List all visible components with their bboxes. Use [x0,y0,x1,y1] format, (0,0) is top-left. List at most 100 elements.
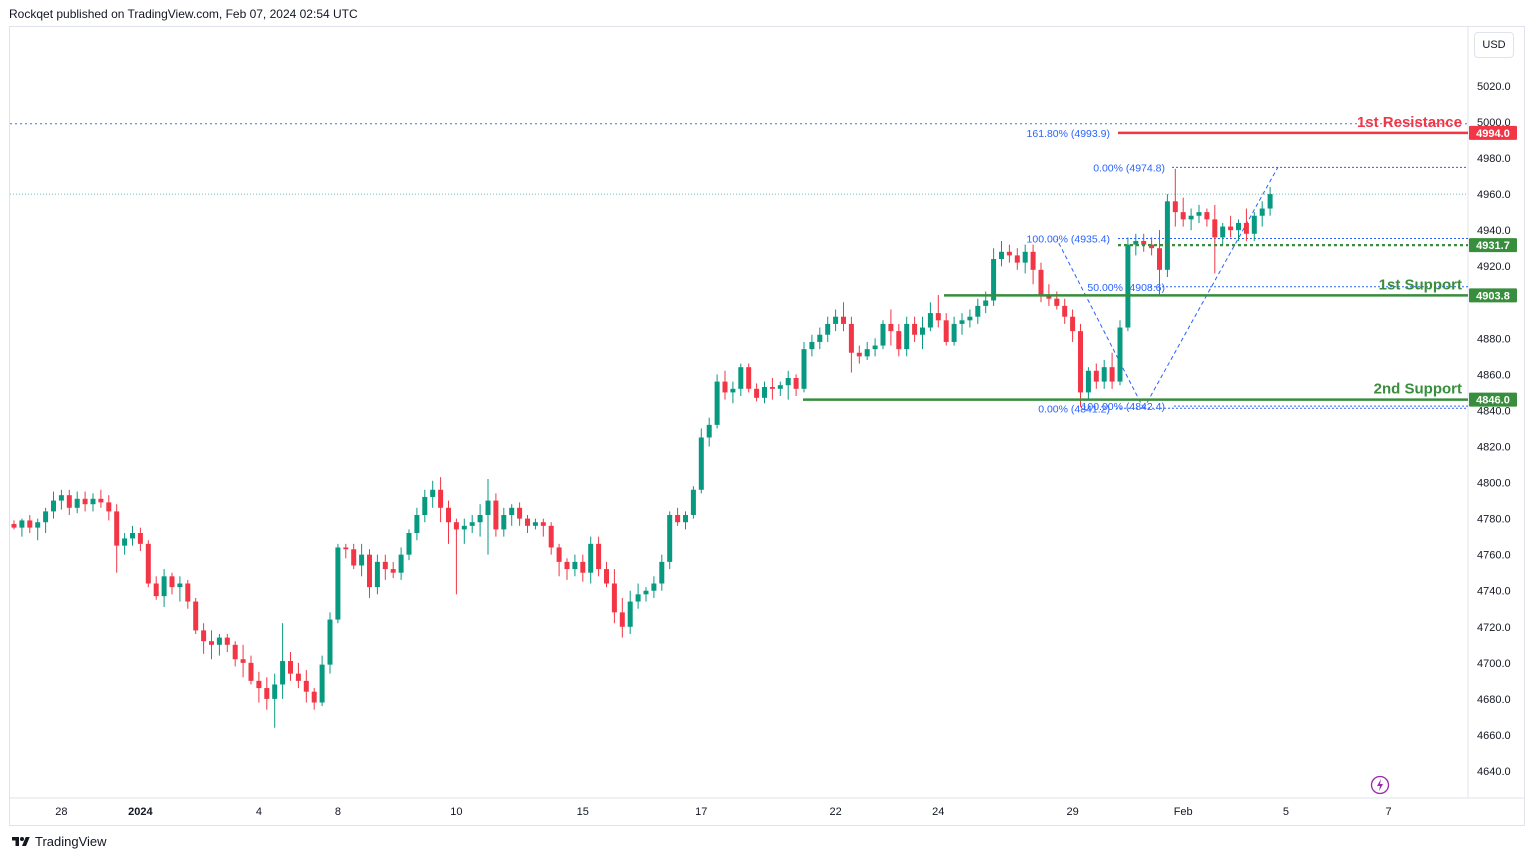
candle-body [675,515,681,523]
candle-body [122,538,128,546]
candle-body [469,522,475,526]
y-tick-label: 4940.0 [1477,225,1511,237]
candle-body [904,323,910,350]
candle-body [920,327,925,335]
x-tick-label: 10 [450,806,462,818]
candle-body [927,313,933,328]
candle-body [19,520,25,528]
candle-body [762,387,767,398]
candle-body [1046,295,1052,299]
candle-body [1149,244,1155,249]
x-tick-label: Feb [1174,806,1193,818]
brand-footer[interactable]: TradingView [12,834,107,849]
candle-body [185,583,191,602]
candle-body [777,385,783,389]
candle-body [295,673,301,681]
resistance-label: 1st Resistance [1357,114,1462,131]
lightning-icon[interactable] [1370,775,1390,795]
candle-body [588,543,594,573]
candle-body [517,507,523,519]
support-label: 2nd Support [1374,381,1462,398]
candle-body [1085,370,1091,393]
price-badge-text: 4994.0 [1476,128,1510,140]
candle-body [1054,298,1060,306]
x-tick-label: 15 [577,806,589,818]
price-badge [1469,238,1517,253]
publisher-caption: Rockqet published on TradingView.com, Fe… [9,7,358,21]
candle-body [1157,248,1162,270]
candle-body [169,576,175,588]
candle-body [991,259,997,301]
candle-body [27,520,33,528]
candle-body [224,637,230,645]
candle-body [193,601,199,631]
candle-body [667,515,673,562]
y-tick-label: 4680.0 [1477,694,1511,706]
candle-body [627,601,633,627]
candle-body [706,424,712,438]
candle-body [635,594,641,602]
candle-body [888,323,894,332]
candle-body [1078,331,1083,393]
brand-name: TradingView [35,834,107,849]
candle-body [738,367,744,389]
x-tick-label: 5 [1283,806,1289,818]
candle-body [864,349,870,357]
candle-body [51,500,56,512]
candle-body [1259,208,1265,216]
candle-body [367,554,372,588]
candle-body [848,323,854,353]
candle-body [201,630,207,642]
candle-body [114,511,120,546]
candle-body [769,387,775,389]
candle-body [651,583,657,591]
chart-area[interactable] [9,26,1525,826]
candle-body [74,498,80,508]
y-tick-label: 4640.0 [1477,766,1511,778]
y-tick-label: 4700.0 [1477,658,1511,670]
candle-body [240,659,246,663]
candle-body [1125,244,1131,328]
y-tick-label: 4760.0 [1477,550,1511,562]
candle-body [98,498,104,503]
y-tick-label: 4740.0 [1477,586,1511,598]
fib-label: 100.00% (4842.4) [1082,401,1165,413]
candle-body [975,305,981,317]
candle-body [209,641,214,645]
candle-body [382,561,388,570]
candle-body [1038,269,1044,296]
candle-body [1172,201,1178,213]
candle-body [951,323,957,342]
x-tick-label: 22 [829,806,841,818]
candle-body [959,320,965,324]
candle-body [841,316,846,324]
candle-body [327,619,333,665]
candle-body [525,518,530,526]
candle-body [556,547,562,562]
candle-body [817,334,823,342]
candle-body [1243,222,1249,234]
candle-body [1204,212,1210,220]
candle-body [501,515,507,530]
candle-body [683,515,688,523]
candle-body [430,489,436,497]
candle-body [256,680,262,689]
price-badge [1469,392,1517,407]
candle-body [1141,240,1147,245]
candle-body [596,543,602,570]
x-tick-label: 4 [256,806,262,818]
y-tick-label: 4780.0 [1477,514,1511,526]
candle-body [1070,316,1076,332]
y-tick-label: 4820.0 [1477,442,1511,454]
candle-body [754,388,760,398]
price-badge [1469,125,1517,140]
candle-body [793,377,799,389]
currency-button[interactable]: USD [1474,32,1514,58]
candle-body [604,569,609,584]
fib-label: 0.00% (4841.2) [1038,403,1110,415]
candle-body [1228,226,1234,231]
candle-body [912,323,918,335]
y-tick-label: 4660.0 [1477,730,1511,742]
candle-body [485,500,491,516]
